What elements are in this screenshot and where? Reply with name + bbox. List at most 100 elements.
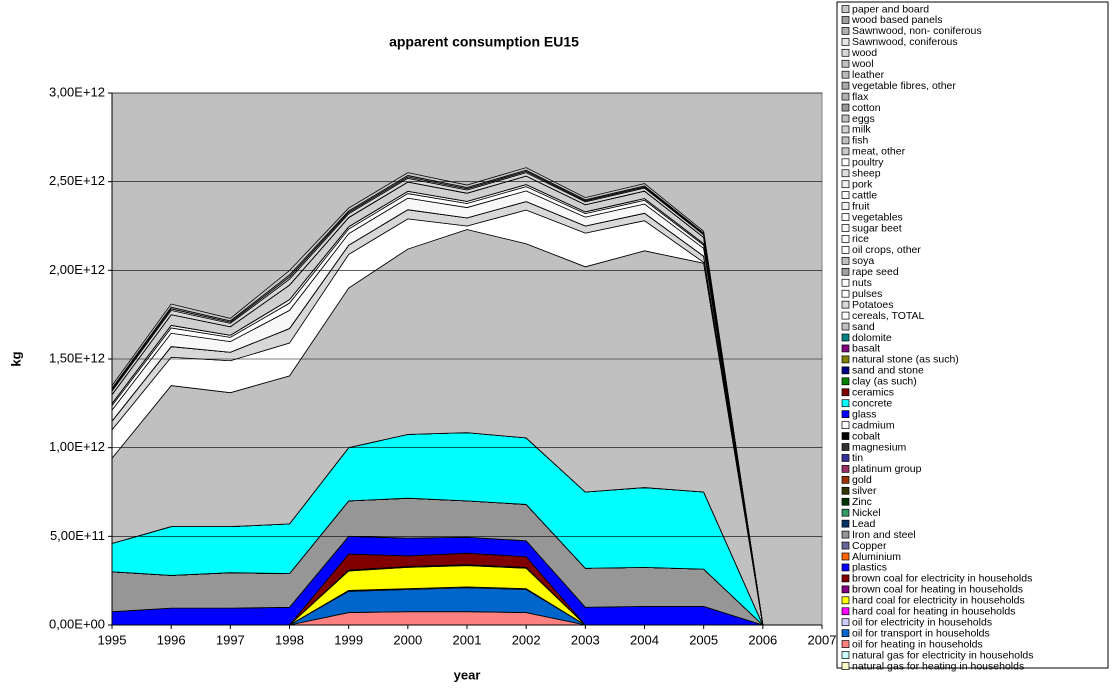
- legend-swatch: [841, 629, 850, 638]
- legend-label: fruit: [852, 200, 870, 212]
- legend-label: concrete: [852, 397, 892, 409]
- x-axis-label: year: [454, 667, 481, 682]
- legend-label: sand and stone: [852, 365, 924, 377]
- x-tick-label: 2000: [393, 632, 422, 647]
- legend-label: natural gas for electricity in household…: [852, 649, 1034, 661]
- chart-title: apparent consumption EU15: [389, 34, 579, 50]
- legend-swatch: [841, 202, 850, 210]
- legend-label: brown coal for heating in households: [852, 584, 1023, 596]
- legend-swatch: [841, 399, 850, 408]
- legend-label: cereals, TOTAL: [852, 310, 925, 322]
- legend-swatch: [841, 421, 850, 429]
- legend-swatch: [841, 169, 850, 178]
- legend-swatch: [841, 366, 850, 375]
- y-tick-label: 5,00E+11: [50, 528, 105, 543]
- legend-swatch: [841, 465, 850, 473]
- legend-swatch: [841, 59, 850, 68]
- legend-label: fish: [852, 135, 869, 147]
- legend-swatch: [841, 125, 850, 134]
- legend-label: oil for transport in households: [852, 627, 990, 639]
- x-tick-label: 1999: [334, 632, 363, 647]
- legend-swatch: [841, 443, 850, 451]
- legend-swatch: [841, 289, 850, 298]
- legend-label: vegetable fibres, other: [852, 80, 956, 92]
- legend-label: wool: [851, 58, 874, 70]
- legend-label: nuts: [852, 277, 872, 289]
- legend-swatch: [841, 585, 850, 594]
- legend-label: rape seed: [852, 266, 899, 278]
- y-tick-label: 1,00E+12: [49, 439, 105, 454]
- legend-label: sheep: [852, 168, 881, 180]
- area: [111, 167, 764, 626]
- legend-swatch: [841, 92, 850, 101]
- y-axis-label: kg: [8, 351, 23, 366]
- legend-swatch: [841, 27, 850, 35]
- x-tick-label: 1996: [157, 632, 186, 647]
- legend-label: magnesium: [852, 441, 907, 453]
- legend-label: hard coal for electricity in households: [852, 595, 1025, 607]
- legend-swatch: [841, 158, 850, 167]
- legend-swatch: [841, 37, 850, 46]
- legend-label: pulses: [852, 288, 882, 300]
- legend-label: rice: [852, 233, 869, 245]
- legend-label: wood based panels: [851, 14, 943, 26]
- legend-swatch: [841, 640, 850, 648]
- legend-swatch: [841, 147, 850, 156]
- y-tick-label: 1,50E+12: [49, 350, 105, 365]
- y-tick-label: 2,50E+12: [49, 173, 105, 188]
- legend-label: poultry: [852, 157, 884, 169]
- legend-label: paper and board: [852, 3, 929, 15]
- legend-swatch: [841, 267, 850, 276]
- legend-swatch: [841, 596, 850, 605]
- legend-swatch: [841, 103, 850, 112]
- legend-swatch: [841, 322, 850, 331]
- legend-swatch: [841, 235, 850, 243]
- legend-label: platinum group: [852, 463, 922, 475]
- legend-swatch: [841, 333, 850, 342]
- legend-label: hard coal for heating in households: [852, 606, 1015, 618]
- legend-label: Zinc: [852, 496, 872, 508]
- y-tick-label: 2,00E+12: [49, 262, 105, 277]
- legend-label: Lead: [852, 518, 876, 530]
- legend-swatch: [841, 16, 850, 24]
- legend-swatch: [841, 607, 850, 616]
- legend-swatch: [841, 344, 850, 353]
- legend-label: cadmium: [852, 419, 895, 431]
- legend-swatch: [841, 388, 850, 397]
- x-tick-label: 1997: [216, 632, 245, 647]
- legend-label: cobalt: [852, 430, 880, 442]
- legend-swatch: [841, 191, 850, 199]
- legend-swatch: [841, 278, 850, 287]
- legend-swatch: [841, 508, 850, 517]
- legend-label: natural stone (as such): [852, 354, 959, 366]
- legend-label: cattle: [852, 189, 877, 201]
- legend-label: clay (as such): [852, 376, 917, 388]
- legend-label: oil for heating in households: [852, 638, 983, 650]
- legend-swatch: [841, 519, 850, 528]
- legend-swatch: [841, 257, 850, 265]
- y-tick-label: 3,00E+12: [49, 84, 105, 99]
- legend-label: sand: [852, 321, 875, 333]
- legend-label: plastics: [852, 562, 887, 574]
- legend-swatch: [841, 552, 850, 561]
- legend-label: pork: [852, 178, 873, 190]
- legend-swatch: [841, 114, 850, 123]
- legend-swatch: [841, 541, 850, 550]
- legend-label: Sawnwood, non- coniferous: [852, 25, 982, 37]
- legend-label: milk: [852, 124, 871, 136]
- legend-swatch: [841, 476, 850, 484]
- legend-label: glass: [852, 408, 877, 420]
- x-tick-label: 2005: [689, 632, 718, 647]
- legend-swatch: [841, 432, 850, 440]
- x-tick-label: 2001: [453, 632, 482, 647]
- x-tick-label: 2007: [808, 632, 837, 647]
- legend-label: eggs: [852, 113, 875, 125]
- legend-label: meat, other: [852, 146, 906, 158]
- legend-swatch: [841, 180, 850, 189]
- legend-label: wood: [851, 47, 877, 59]
- legend-label: tin: [852, 452, 863, 464]
- x-tick-label: 2004: [630, 632, 659, 647]
- legend-swatch: [841, 246, 850, 254]
- legend-swatch: [841, 497, 850, 506]
